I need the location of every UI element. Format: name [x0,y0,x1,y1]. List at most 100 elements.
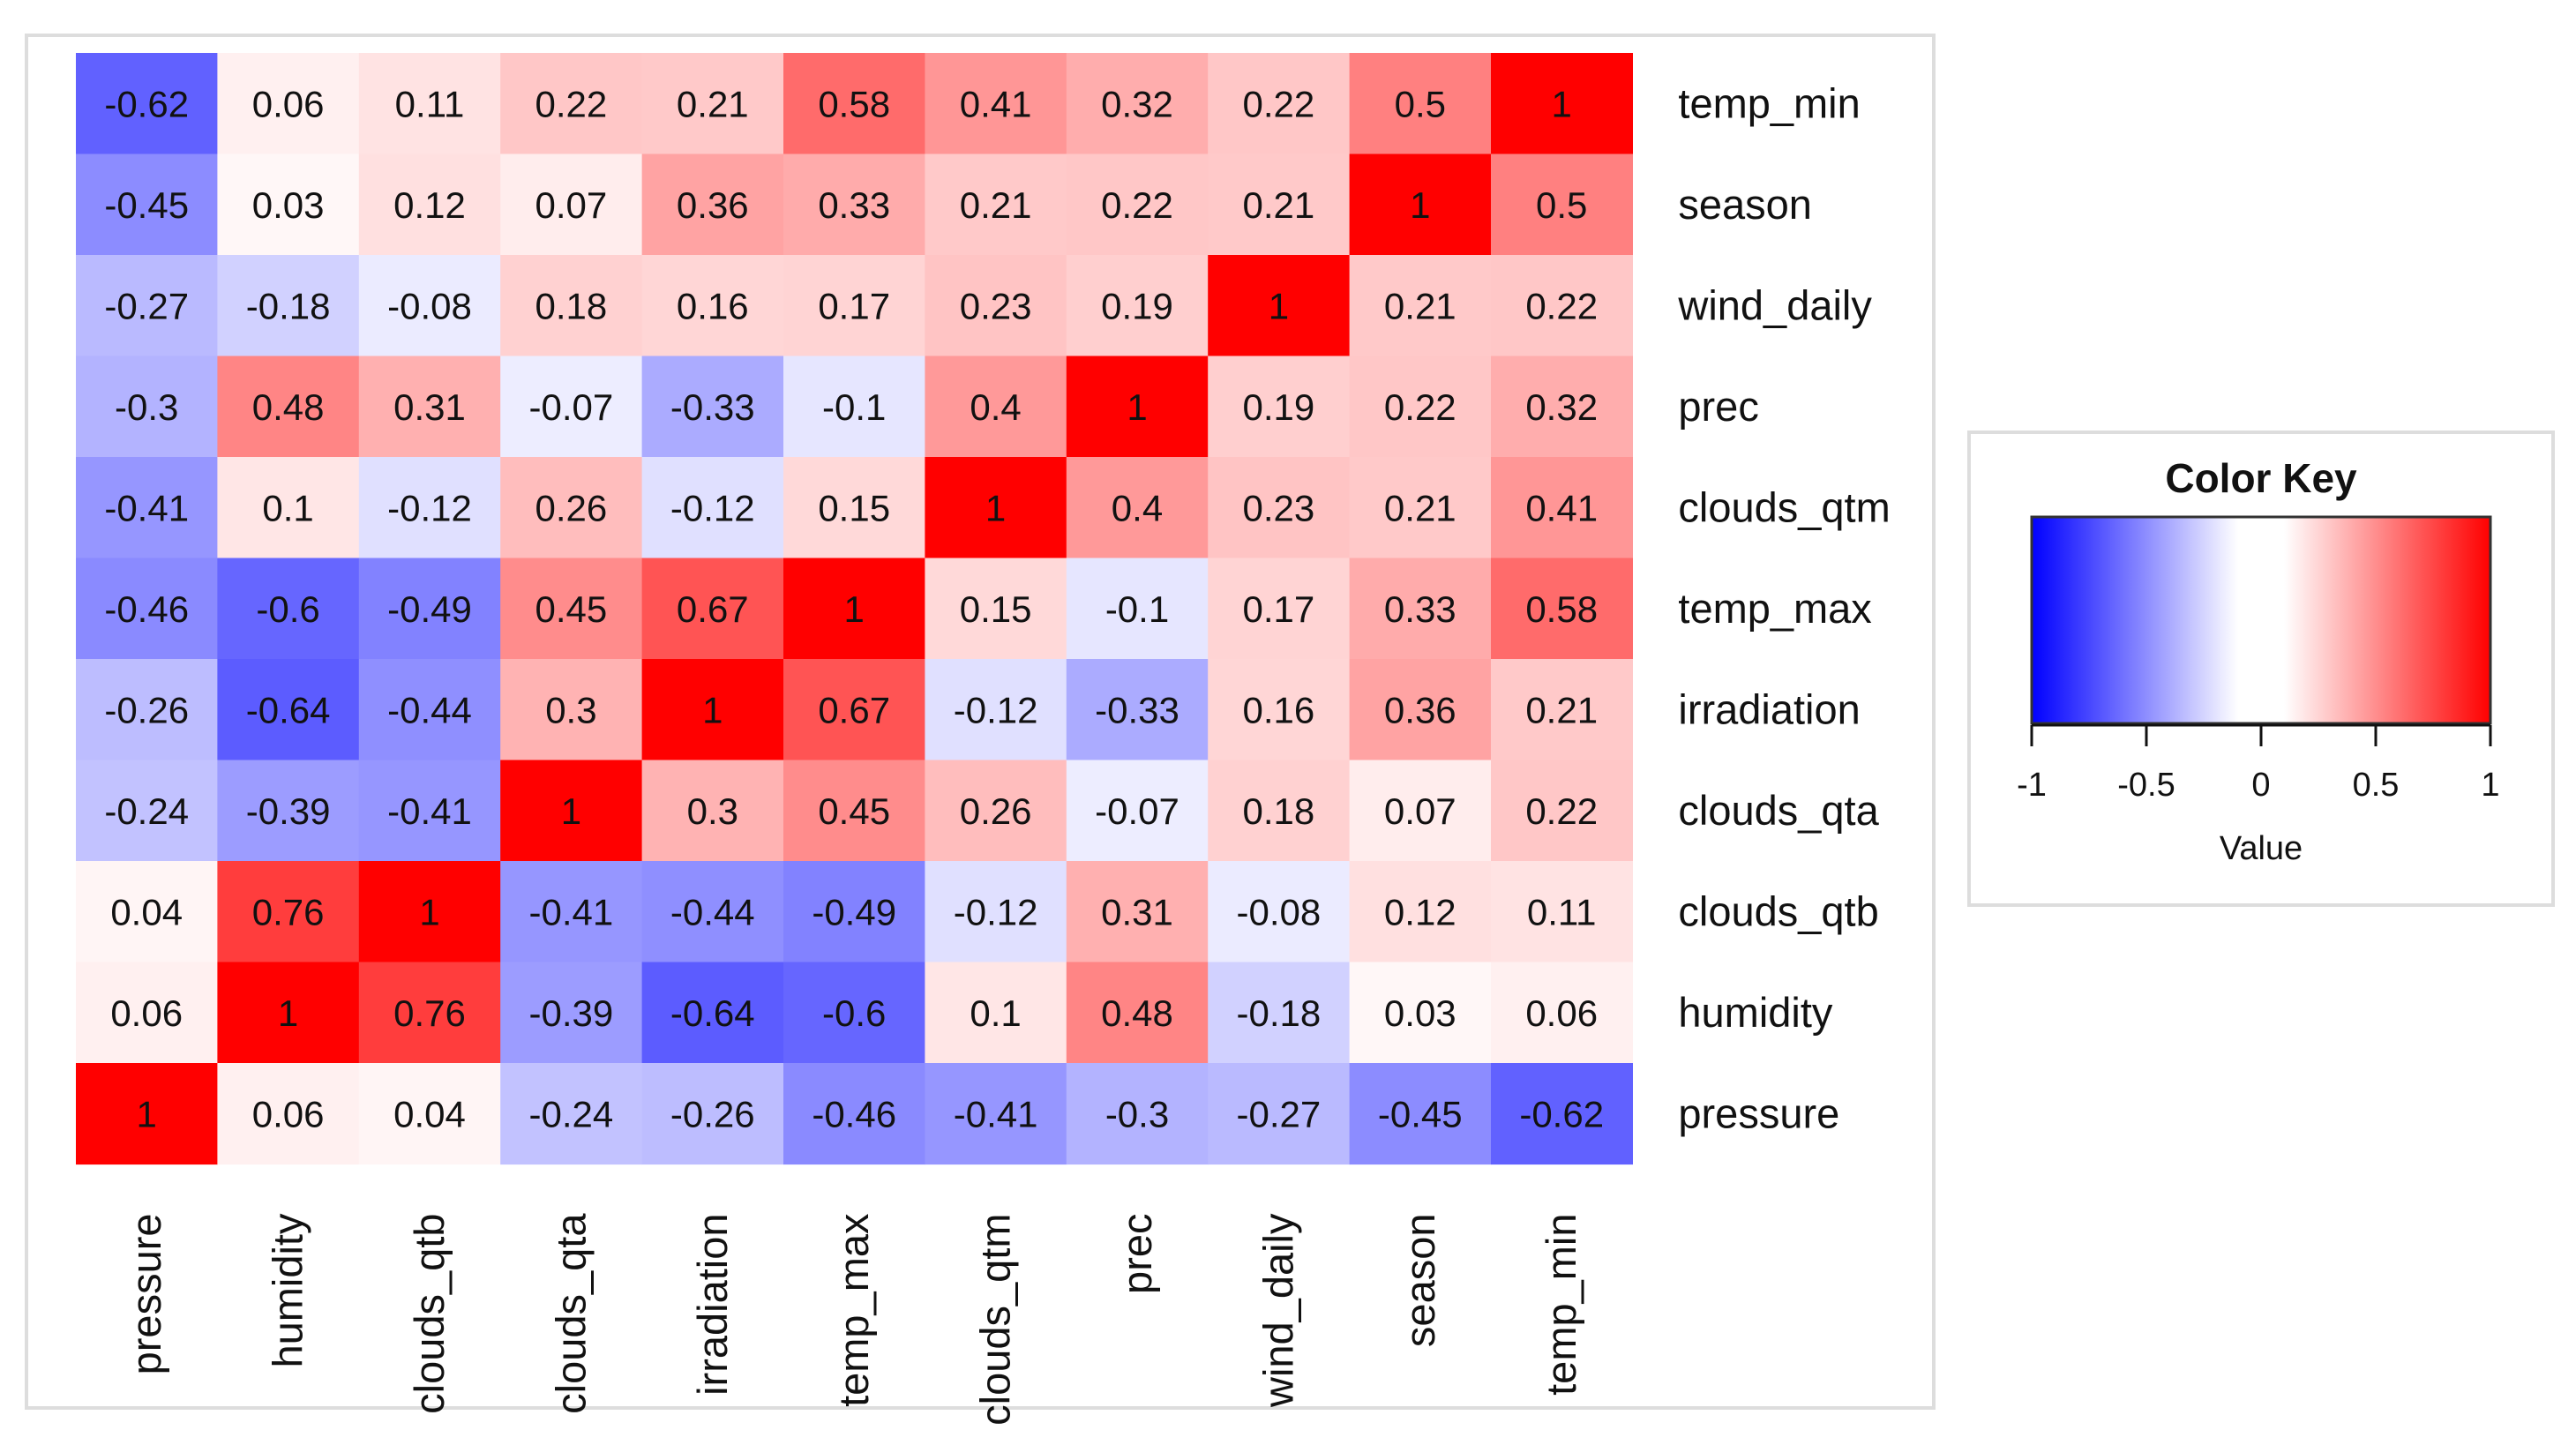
heatmap-cell-value: 0.19 [1101,285,1173,326]
heatmap-cell [925,356,1067,458]
heatmap-cell [500,356,643,458]
heatmap-cell [925,861,1067,963]
heatmap-cell-value: 0.21 [1384,285,1456,326]
heatmap-cell [1491,153,1633,256]
heatmap-cell [783,457,925,559]
heatmap-cell [76,659,218,761]
heatmap-cell-value: -0.18 [246,285,331,326]
color-key-tick-label: -1 [2017,767,2047,804]
color-key-ticks: -1 -0.5 0 0.5 1 [2017,725,2500,804]
heatmap-cell [641,962,784,1064]
heatmap-cell-value: -0.46 [812,1093,896,1134]
heatmap-cell-value: 0.11 [395,83,465,124]
heatmap-cell [1208,356,1351,458]
heatmap-cell [783,962,925,1064]
heatmap-cell-value: -0.26 [670,1093,755,1134]
heatmap-cell-value: 0.5 [1395,83,1446,124]
heatmap-cell-value: 0.12 [1384,891,1456,932]
heatmap-cell-value: 0.58 [818,83,890,124]
row-label: prec [1678,383,1758,430]
row-label: temp_min [1678,79,1860,126]
heatmap-cell-value: 1 [137,1093,157,1134]
heatmap-cell [1208,255,1351,357]
heatmap-cell-value: -0.41 [529,891,614,932]
heatmap-cell [500,760,643,862]
heatmap-cell [1066,53,1209,155]
heatmap-cell-value: -0.64 [670,992,755,1034]
heatmap-cell [1349,457,1492,559]
heatmap-cell [76,53,218,155]
heatmap-cell [1349,153,1492,256]
heatmap-cell [1066,356,1209,458]
heatmap-cell [641,356,784,458]
heatmap-cell-value: 0.22 [1384,386,1456,428]
heatmap-cell [1349,760,1492,862]
heatmap-cell-value: -0.12 [954,891,1038,932]
heatmap-cell-value: 0.1 [262,487,313,528]
heatmap-cell-value: -0.41 [387,790,472,832]
heatmap-cell [925,255,1067,357]
heatmap-cell [1208,760,1351,862]
heatmap-cell [1066,659,1209,761]
heatmap-cell [217,659,360,761]
heatmap-cell-value: 0.32 [1525,386,1598,428]
heatmap-cell-value: 0.48 [252,386,325,428]
heatmap-cell-value: 0.31 [1101,891,1173,932]
heatmap-cell [358,659,501,761]
heatmap-cell [925,153,1067,256]
row-label: pressure [1678,1089,1839,1136]
heatmap-cell [217,558,360,660]
heatmap-cell-value: 0.18 [1243,790,1315,832]
heatmap-cell [1208,558,1351,660]
heatmap-cell-value: 0.67 [677,588,749,630]
heatmap-cell-value: 0.15 [818,487,890,528]
heatmap-cell-value: 0.32 [1101,83,1173,124]
heatmap-cell-value: 0.5 [1536,184,1587,226]
heatmap-cell [76,962,218,1064]
heatmap-cell [1066,760,1209,862]
heatmap-cell [925,1063,1067,1165]
heatmap-cell [76,255,218,357]
heatmap-cell [1491,255,1633,357]
heatmap-cell-value: -0.62 [104,83,189,124]
heatmap-cell-value: -0.12 [954,689,1038,730]
heatmap-cell [500,457,643,559]
row-label: irradiation [1678,685,1860,732]
heatmap-cell [217,760,360,862]
heatmap-cell [217,1063,360,1165]
heatmap-cell [217,255,360,357]
heatmap-cell-value: -0.3 [1105,1093,1169,1134]
heatmap-cell-value: 1 [561,790,581,832]
heatmap-cell-value: -0.41 [104,487,189,528]
heatmap-cell [500,153,643,256]
heatmap-cell-value: 0.45 [535,588,608,630]
heatmap-cell-value: -0.27 [1237,1093,1322,1134]
heatmap-cell [783,356,925,458]
heatmap-cell-value: 0.21 [1384,487,1456,528]
heatmap-cell [76,457,218,559]
heatmap-cell-value: -0.3 [115,386,178,428]
heatmap-cell [500,255,643,357]
heatmap-cell-value: -0.18 [1237,992,1322,1034]
heatmap-cell [1349,558,1492,660]
heatmap-cell [925,53,1067,155]
row-label: clouds_qtb [1678,887,1878,934]
heatmap-cell [358,558,501,660]
heatmap-cell-value: -0.6 [822,992,886,1034]
heatmap-cell-value: 1 [985,487,1006,528]
heatmap-cell [641,457,784,559]
heatmap-cell [76,1063,218,1165]
heatmap-cell-value: 0.22 [1525,790,1598,832]
heatmap-cell-value: 0.22 [1525,285,1598,326]
row-label: wind_daily [1677,281,1872,328]
heatmap-cell-value: 0.45 [818,790,890,832]
heatmap-cell-value: 0.33 [1384,588,1456,630]
heatmap-cell-value: 0.26 [960,790,1032,832]
heatmap-cell-value: 0.12 [393,184,466,226]
heatmap-cell-value: 0.03 [1384,992,1456,1034]
heatmap-cell [1349,1063,1492,1165]
color-key-xlabel: Value [2220,830,2303,867]
heatmap-cell [1491,861,1633,963]
